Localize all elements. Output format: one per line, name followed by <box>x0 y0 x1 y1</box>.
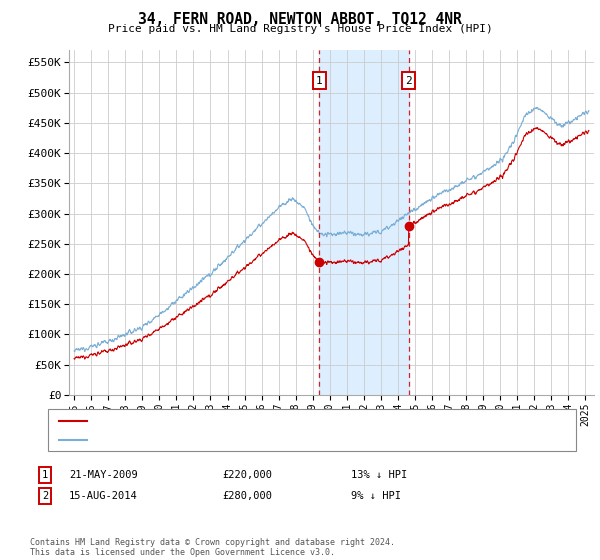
Text: Price paid vs. HM Land Registry's House Price Index (HPI): Price paid vs. HM Land Registry's House … <box>107 24 493 34</box>
Text: 34, FERN ROAD, NEWTON ABBOT, TQ12 4NR (detached house): 34, FERN ROAD, NEWTON ABBOT, TQ12 4NR (d… <box>93 416 417 426</box>
Text: 2: 2 <box>405 76 412 86</box>
Text: 21-MAY-2009: 21-MAY-2009 <box>69 470 138 480</box>
Text: 13% ↓ HPI: 13% ↓ HPI <box>351 470 407 480</box>
Text: HPI: Average price, detached house, Teignbridge: HPI: Average price, detached house, Teig… <box>93 435 375 445</box>
Text: 1: 1 <box>316 76 323 86</box>
Text: 1: 1 <box>42 470 48 480</box>
Text: 9% ↓ HPI: 9% ↓ HPI <box>351 491 401 501</box>
Text: 2: 2 <box>42 491 48 501</box>
Text: £220,000: £220,000 <box>222 470 272 480</box>
Text: 34, FERN ROAD, NEWTON ABBOT, TQ12 4NR: 34, FERN ROAD, NEWTON ABBOT, TQ12 4NR <box>138 12 462 27</box>
Bar <box>319 50 409 395</box>
Text: 15-AUG-2014: 15-AUG-2014 <box>69 491 138 501</box>
Text: Contains HM Land Registry data © Crown copyright and database right 2024.
This d: Contains HM Land Registry data © Crown c… <box>30 538 395 557</box>
Text: £280,000: £280,000 <box>222 491 272 501</box>
